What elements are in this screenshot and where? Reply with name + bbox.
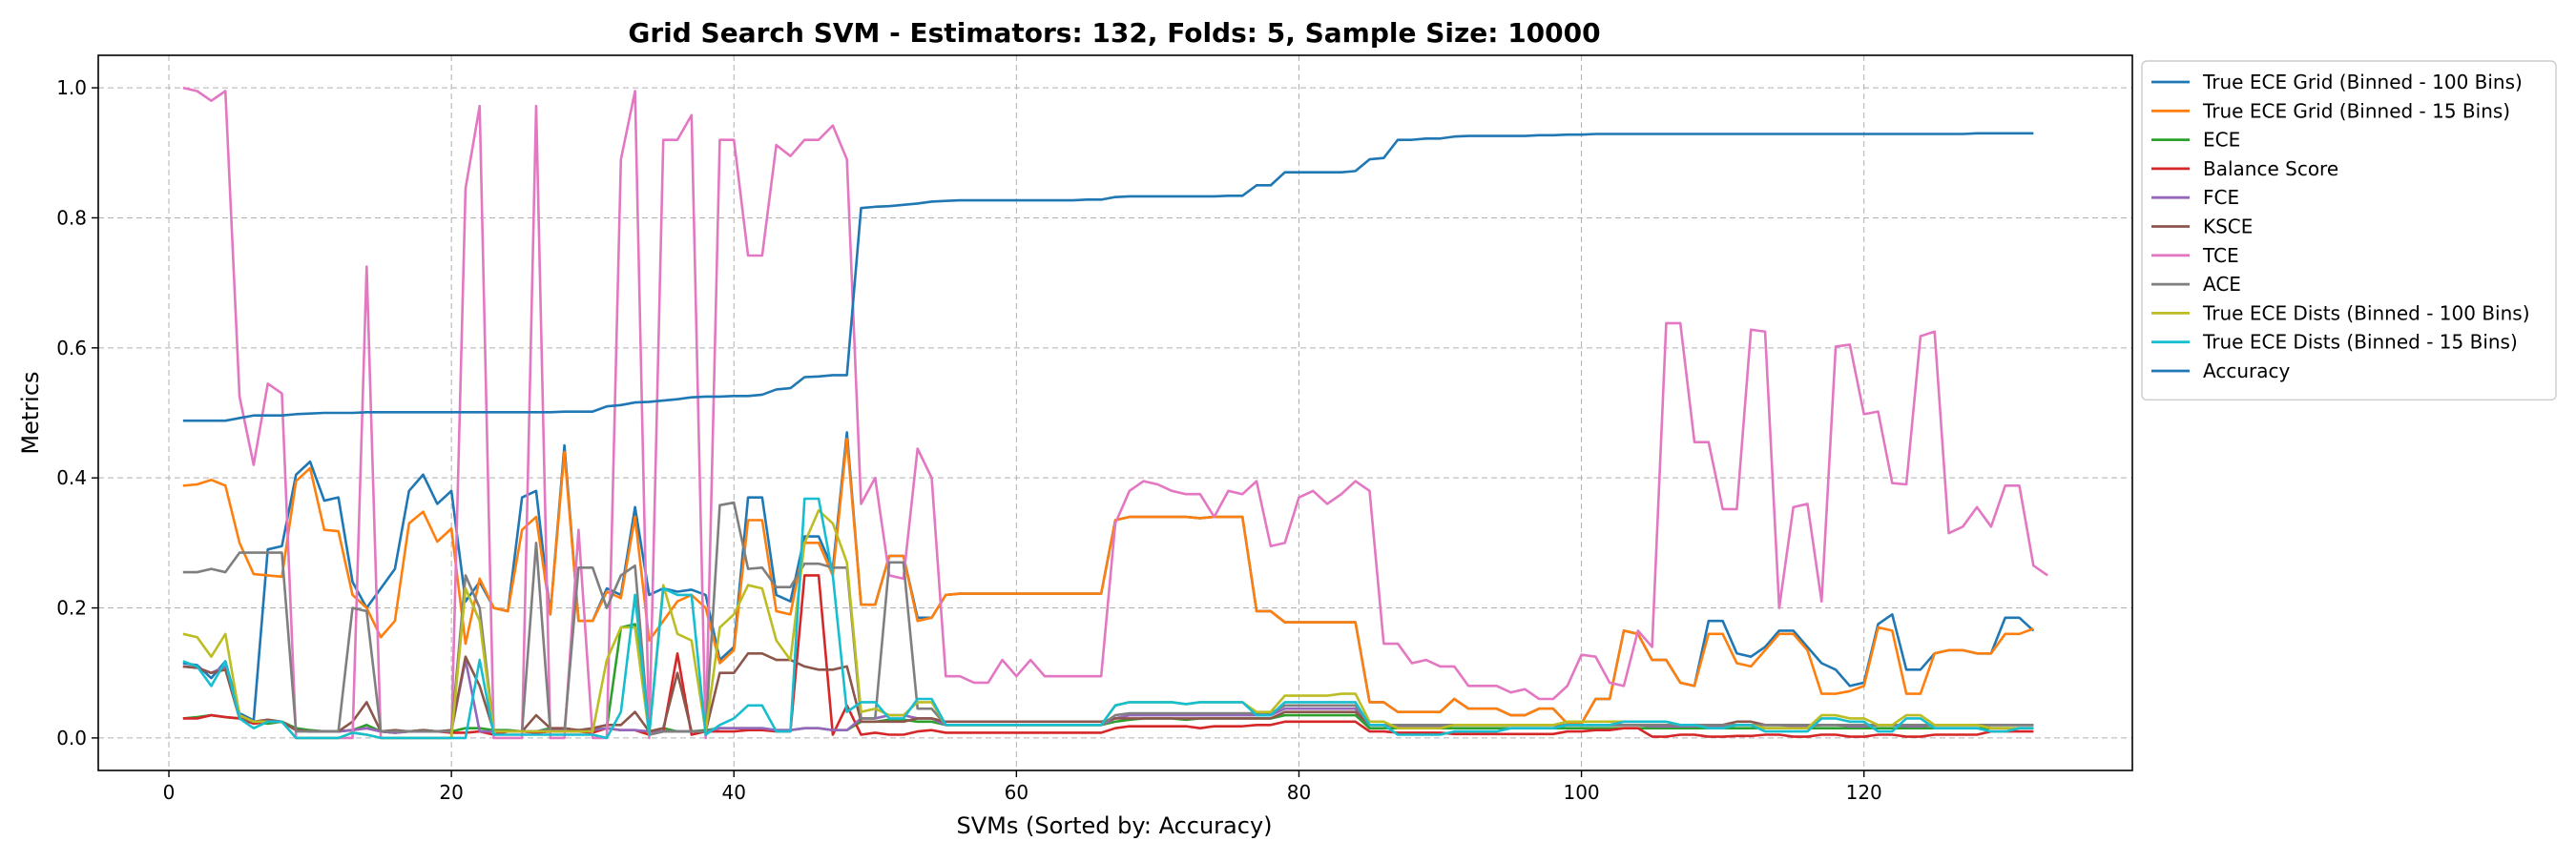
legend-label: TCE bbox=[2202, 244, 2239, 267]
x-axis-label: SVMs (Sorted by: Accuracy) bbox=[956, 812, 1272, 839]
x-tick-label: 80 bbox=[1287, 781, 1311, 804]
series-layer bbox=[182, 86, 2048, 740]
grid-layer bbox=[98, 55, 2132, 770]
x-tick-label: 20 bbox=[439, 781, 463, 804]
legend-item: TCE bbox=[2151, 244, 2239, 267]
legend-item: Accuracy bbox=[2151, 359, 2290, 382]
x-tick-label: 60 bbox=[1005, 781, 1028, 804]
y-axis-label: Metrics bbox=[17, 371, 44, 454]
legend-item: ECE bbox=[2151, 129, 2240, 152]
x-tick-label: 40 bbox=[722, 781, 746, 804]
series-line-tce bbox=[182, 86, 2048, 740]
series-line-balance-score bbox=[182, 574, 2034, 738]
legend-label: KSCE bbox=[2203, 216, 2253, 238]
legend-item: FCE bbox=[2151, 186, 2239, 209]
chart-title: Grid Search SVM - Estimators: 132, Folds… bbox=[628, 17, 1600, 49]
x-tick-label: 120 bbox=[1846, 781, 1882, 804]
legend-label: True ECE Dists (Binned - 15 Bins) bbox=[2202, 331, 2518, 354]
legend-label: Accuracy bbox=[2203, 359, 2290, 382]
x-tick-label: 100 bbox=[1563, 781, 1599, 804]
y-axis: 0.0 0.2 0.4 0.6 0.8 1.0 bbox=[56, 76, 98, 749]
legend-item: True ECE Grid (Binned - 15 Bins) bbox=[2151, 99, 2510, 122]
legend: True ECE Grid (Binned - 100 Bins) True EC… bbox=[2141, 60, 2557, 400]
x-axis: 0 20 40 60 80 100 120 bbox=[163, 770, 1882, 804]
y-tick-label: 1.0 bbox=[56, 76, 87, 99]
legend-label: True ECE Grid (Binned - 15 Bins) bbox=[2202, 99, 2510, 122]
y-tick-label: 0.0 bbox=[56, 727, 87, 749]
legend-label: FCE bbox=[2203, 186, 2239, 209]
legend-label: ACE bbox=[2203, 273, 2241, 296]
legend-item: True ECE Dists (Binned - 100 Bins) bbox=[2151, 301, 2530, 324]
legend-label: True ECE Dists (Binned - 100 Bins) bbox=[2202, 301, 2530, 324]
y-tick-label: 0.2 bbox=[56, 597, 87, 620]
plot-area-frame bbox=[97, 54, 2133, 771]
legend-item: True ECE Dists (Binned - 15 Bins) bbox=[2151, 331, 2518, 354]
legend-label: Balance Score bbox=[2203, 157, 2338, 180]
series-line-ace bbox=[182, 501, 2034, 736]
legend-frame bbox=[2141, 60, 2557, 400]
y-tick-label: 0.6 bbox=[56, 337, 87, 359]
series-line-true-ece-dists-binned-15-bins bbox=[182, 497, 2034, 740]
legend-label: True ECE Grid (Binned - 100 Bins) bbox=[2202, 71, 2523, 93]
legend-item: ACE bbox=[2151, 273, 2241, 296]
legend-item: True ECE Grid (Binned - 100 Bins) bbox=[2151, 71, 2523, 93]
x-tick-label: 0 bbox=[163, 781, 176, 804]
series-line-accuracy bbox=[182, 132, 2034, 422]
legend-label: ECE bbox=[2203, 129, 2240, 152]
y-tick-label: 0.4 bbox=[56, 466, 87, 489]
legend-item: Balance Score bbox=[2151, 157, 2338, 180]
legend-item: KSCE bbox=[2151, 216, 2253, 238]
y-tick-label: 0.8 bbox=[56, 206, 87, 229]
